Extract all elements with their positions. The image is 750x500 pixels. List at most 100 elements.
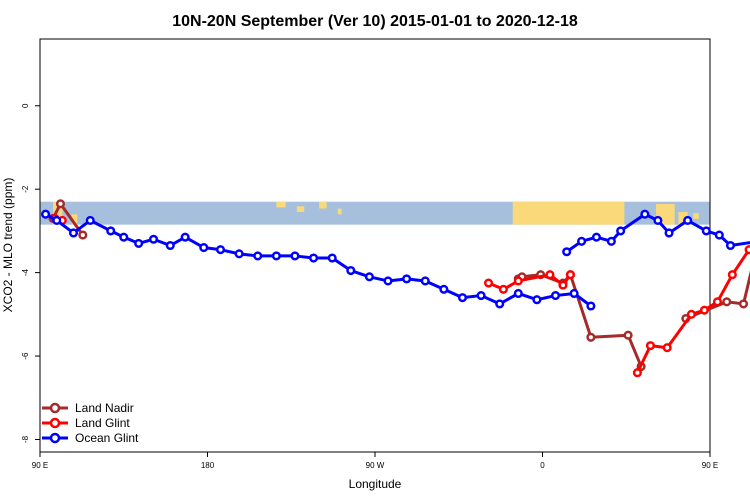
ocean-glint-point-21	[402, 274, 412, 284]
land-patch-8	[678, 212, 688, 225]
land-nadir-point-9	[623, 330, 633, 340]
land-nadir-point-2	[78, 230, 88, 240]
series-layer	[41, 199, 750, 378]
y-tick-label-4: -8	[21, 435, 30, 443]
ocean-glint-point-9	[180, 232, 190, 242]
x-tick-label-1: 180	[201, 461, 215, 470]
ocean-glint-point-29	[550, 291, 561, 301]
y-tick-label-3: -6	[21, 352, 30, 360]
ocean-glint-point-0	[41, 209, 51, 219]
land-glint-point-13	[712, 297, 722, 307]
ocean-glint-east-point-5	[640, 209, 650, 219]
ocean-glint-point-7	[148, 234, 159, 244]
ocean-glint-point-16	[309, 253, 319, 263]
ocean-glint-point-11	[215, 245, 226, 255]
ocean-glint-point-26	[495, 299, 505, 309]
land-patch-2	[276, 201, 286, 208]
ocean-glint-point-14	[271, 251, 281, 261]
ocean-glint-point-22	[420, 276, 430, 286]
land-glint-point-4	[513, 276, 523, 286]
ocean-glint-point-28	[532, 295, 542, 305]
legend-label-land-nadir: Land Nadir	[75, 401, 134, 415]
ocean-glint-point-10	[199, 243, 209, 253]
legend-marker-land-glint	[49, 417, 61, 429]
ocean-glint-point-3	[85, 215, 95, 226]
land-glint-point-12	[699, 305, 709, 315]
land-patch-4	[319, 201, 327, 209]
ocean-glint-east-point-6	[653, 215, 663, 226]
land-nadir-point-1	[55, 199, 66, 209]
ocean-glint-east-point-3	[606, 236, 616, 246]
land-glint-point-5	[545, 270, 555, 280]
land-glint-point-7	[565, 270, 575, 280]
ocean-glint-point-15	[290, 251, 300, 261]
land-glint-point-6	[558, 280, 568, 290]
x-tick-label-3: 0	[540, 461, 545, 470]
land-patch-6	[512, 201, 625, 225]
land-glint-line-2	[636, 247, 750, 374]
ocean-glint-line-0	[44, 212, 592, 308]
ocean-glint-east-point-8	[683, 215, 693, 226]
ocean-glint-point-25	[476, 291, 486, 301]
chart-title: 10N-20N September (Ver 10) 2015-01-01 to…	[172, 13, 578, 30]
land-glint-point-9	[645, 341, 655, 351]
ocean-glint-point-24	[457, 293, 468, 303]
land-nadir-point-13	[738, 299, 749, 309]
ocean-glint-point-30	[569, 288, 579, 299]
ocean-glint-point-18	[346, 265, 356, 276]
y-tick-label-1: -2	[21, 185, 30, 193]
x-tick-label-2: 90 W	[366, 461, 385, 470]
x-axis: 90 E 180 90 W 0 90 E	[32, 452, 718, 470]
x-tick-label-0: 90 E	[32, 461, 48, 470]
legend-marker-land-nadir	[49, 402, 61, 414]
ocean-glint-point-6	[134, 238, 144, 248]
ocean-glint-point-19	[364, 272, 374, 282]
legend-label-ocean-glint: Ocean Glint	[75, 431, 139, 445]
y-tick-label-2: -4	[21, 269, 30, 277]
ocean-glint-east-point-10	[714, 230, 724, 240]
land-nadir-point-12	[722, 297, 732, 307]
y-tick-label-0: 0	[21, 103, 30, 108]
ocean-glint-east-point-1	[577, 236, 587, 246]
ocean-glint-point-13	[253, 251, 263, 261]
x-tick-label-4: 90 E	[702, 461, 718, 470]
land-patch-3	[296, 206, 305, 213]
ocean-glint-east-point-4	[616, 226, 626, 236]
ocean-glint-east-point-11	[725, 240, 736, 251]
land-patch-9	[693, 213, 699, 219]
land-patch-5	[337, 208, 342, 215]
legend-marker-ocean-glint	[49, 432, 61, 444]
ocean-glint-point-5	[119, 232, 129, 242]
ocean-glint-point-2	[68, 228, 79, 238]
y-axis: 0 -2 -4 -6 -8	[21, 103, 40, 443]
ocean-glint-point-1	[52, 215, 62, 226]
ocean-glint-east-point-7	[664, 228, 674, 238]
y-axis-label: XCO2 - MLO trend (ppm)	[1, 178, 15, 313]
ocean-glint-point-31	[586, 301, 596, 311]
ocean-glint-east-point-2	[591, 232, 602, 242]
ocean-glint-point-20	[383, 276, 393, 286]
land-glint-point-11	[686, 309, 696, 319]
legend-label-land-glint: Land Glint	[75, 416, 130, 430]
ocean-glint-east-point-9	[701, 226, 711, 236]
land-glint-point-15	[744, 245, 750, 255]
land-glint-point-10	[662, 343, 672, 353]
ocean-glint-point-8	[165, 240, 175, 251]
land-patch-0	[53, 201, 63, 225]
x-axis-label: Longitude	[349, 477, 402, 491]
land-patch-1	[71, 214, 78, 225]
ocean-glint-east-point-0	[562, 247, 572, 257]
ocean-glint-point-12	[234, 249, 244, 259]
land-glint-point-8	[632, 368, 642, 378]
map-band	[40, 201, 710, 225]
ocean-glint-point-27	[513, 288, 523, 299]
ocean-glint-point-23	[439, 284, 449, 294]
land-nadir-line-1	[517, 273, 643, 368]
land-nadir-point-8	[586, 332, 596, 342]
land-glint-point-3	[498, 284, 508, 294]
land-glint-point-14	[727, 270, 737, 280]
ocean-glint-point-4	[106, 226, 116, 236]
land-glint-point-2	[483, 278, 494, 288]
